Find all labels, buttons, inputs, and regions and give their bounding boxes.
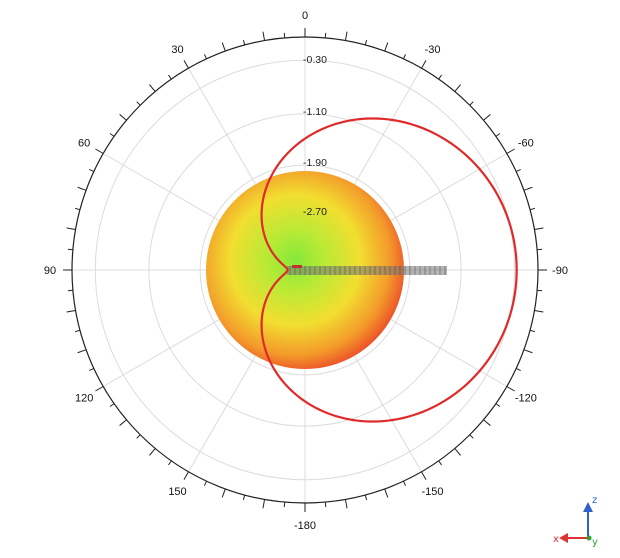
degree-tick bbox=[183, 60, 189, 69]
z-axis-arrow bbox=[583, 502, 593, 512]
ring-label: -1.10 bbox=[303, 106, 327, 118]
degree-tick bbox=[203, 54, 207, 60]
z-axis-label: z bbox=[592, 495, 597, 506]
degree-tick bbox=[74, 207, 81, 211]
angle-label: 150 bbox=[168, 486, 186, 498]
ring-label: -2.70 bbox=[303, 206, 327, 218]
degree-tick bbox=[242, 39, 246, 46]
probe-element bbox=[287, 265, 447, 275]
degree-tick bbox=[136, 101, 141, 106]
degree-tick bbox=[438, 460, 442, 466]
radiation-pattern-curve bbox=[260, 117, 518, 423]
degree-tick bbox=[66, 227, 76, 231]
degree-tick bbox=[364, 39, 368, 46]
degree-tick bbox=[534, 309, 544, 313]
degree-tick bbox=[262, 31, 266, 41]
angle-label: 120 bbox=[75, 393, 93, 405]
degree-tick bbox=[515, 168, 521, 172]
degree-tick bbox=[529, 207, 536, 211]
degree-tick bbox=[454, 448, 461, 456]
degree-tick bbox=[495, 403, 501, 407]
degree-tick bbox=[344, 499, 348, 509]
pattern-line bbox=[260, 117, 518, 423]
degree-tick bbox=[168, 74, 172, 80]
degree-tick bbox=[495, 133, 501, 137]
degree-tick bbox=[469, 434, 474, 439]
x-axis-arrow bbox=[559, 533, 568, 543]
degree-tick bbox=[262, 499, 266, 509]
angle-label: -120 bbox=[515, 393, 537, 405]
degree-ticks bbox=[63, 28, 547, 512]
degree-tick bbox=[506, 148, 515, 154]
degree-tick bbox=[109, 403, 115, 407]
degree-tick bbox=[66, 309, 76, 313]
degree-tick bbox=[483, 114, 491, 121]
angle-label: 60 bbox=[78, 138, 90, 150]
degree-tick bbox=[221, 488, 226, 498]
angle-label: -60 bbox=[518, 138, 534, 150]
angle-label: -150 bbox=[421, 486, 443, 498]
degree-tick bbox=[403, 54, 407, 60]
degree-tick bbox=[384, 42, 389, 52]
degree-tick bbox=[119, 419, 127, 426]
angle-label: 30 bbox=[171, 44, 183, 56]
degree-tick bbox=[77, 186, 87, 191]
ring-label: -1.90 bbox=[303, 157, 327, 169]
degree-tick bbox=[403, 480, 407, 486]
degree-tick bbox=[183, 471, 189, 480]
degree-tick bbox=[364, 494, 368, 501]
degree-tick bbox=[242, 494, 246, 501]
degree-tick bbox=[168, 460, 172, 466]
degree-tick bbox=[109, 133, 115, 137]
degree-tick bbox=[95, 148, 104, 154]
degree-tick bbox=[523, 349, 533, 354]
axes-orientation-indicator: z x y bbox=[553, 495, 598, 548]
degree-tick bbox=[203, 480, 207, 486]
y-axis-dot bbox=[586, 535, 592, 541]
degree-tick bbox=[454, 84, 461, 92]
degree-tick bbox=[221, 42, 226, 52]
ring-labels: -0.30 -1.10 -1.90 -2.70 bbox=[303, 54, 327, 218]
ring-label: -0.30 bbox=[303, 54, 327, 66]
degree-tick bbox=[149, 84, 156, 92]
angle-label: -180 bbox=[294, 520, 316, 532]
degree-tick bbox=[344, 31, 348, 41]
probe-rod bbox=[287, 266, 447, 275]
angle-label: 90 bbox=[44, 265, 56, 277]
x-axis-label: x bbox=[553, 534, 559, 545]
degree-tick bbox=[89, 368, 95, 372]
degree-tick bbox=[95, 386, 104, 392]
degree-tick bbox=[149, 448, 156, 456]
degree-tick bbox=[529, 329, 536, 333]
degree-tick bbox=[483, 419, 491, 426]
degree-tick bbox=[136, 434, 141, 439]
angle-label: -30 bbox=[425, 44, 441, 56]
degree-tick bbox=[421, 471, 427, 480]
degree-tick bbox=[74, 329, 81, 333]
degree-tick bbox=[89, 168, 95, 172]
y-axis-label: y bbox=[592, 537, 598, 548]
degree-tick bbox=[469, 101, 474, 106]
degree-tick bbox=[384, 488, 389, 498]
angle-labels: 0 -30 -60 -90 -120 -150 -180 150 120 90 60 30 bbox=[44, 10, 568, 532]
degree-tick bbox=[515, 368, 521, 372]
angle-label: 0 bbox=[302, 10, 308, 22]
degree-tick bbox=[438, 74, 442, 80]
probe-tip bbox=[292, 265, 302, 268]
degree-tick bbox=[421, 60, 427, 69]
degree-tick bbox=[534, 227, 544, 231]
degree-tick bbox=[523, 186, 533, 191]
degree-tick bbox=[119, 114, 127, 121]
degree-tick bbox=[77, 349, 87, 354]
angle-label: -90 bbox=[552, 265, 568, 277]
degree-tick bbox=[506, 386, 515, 392]
